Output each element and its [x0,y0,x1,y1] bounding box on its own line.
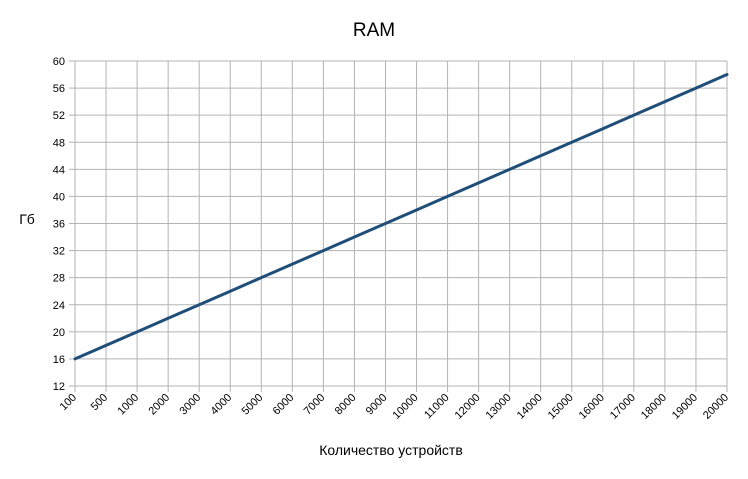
x-tick-label: 500 [89,392,110,413]
x-tick-label: 9000 [364,392,390,418]
y-axis-label: Гб [19,211,35,227]
x-tick-label: 100 [58,392,79,413]
y-tick-label: 52 [53,110,65,122]
x-tick-label: 1000 [115,392,141,418]
x-tick-label: 18000 [639,392,669,422]
x-tick-label: 8000 [333,392,359,418]
y-tick-label: 12 [53,381,65,393]
series-line-0 [73,73,729,361]
x-tick-label: 5000 [240,392,266,418]
x-tick-label: 4000 [209,392,235,418]
x-tick-label: 12000 [453,392,483,422]
x-axis-label: Количество устройств [319,442,463,458]
text-layer: RAM Количество устройств Гб 12 16 20 24 28 32… [19,20,731,458]
y-tick-label: 24 [53,300,65,312]
x-tick-label: 7000 [302,392,328,418]
x-tick-label: 14000 [515,392,545,422]
y-tick-label: 36 [53,219,65,231]
y-tick-label: 32 [53,246,65,258]
x-tick-label: 11000 [422,392,452,422]
x-tick-label: 20000 [701,392,731,422]
y-tick-label: 56 [53,83,65,95]
y-tick-label: 48 [53,137,65,149]
chart-title: RAM [353,20,395,41]
x-tick-label: 17000 [608,392,638,422]
axis-layer [69,60,728,392]
y-tick-label: 28 [53,273,65,285]
y-tick-label: 20 [53,327,65,339]
y-tick-label: 16 [53,354,65,366]
x-tick-label: 13000 [484,392,514,422]
grid-layer [74,60,728,387]
series-layer [73,73,729,361]
x-tick-label: 19000 [670,392,700,422]
y-tick-label: 40 [53,191,65,203]
x-tick-label: 10000 [391,392,421,422]
y-tick-label: 44 [53,164,65,176]
x-tick-label: 6000 [271,392,297,418]
y-tick-label: 60 [53,56,65,68]
x-tick-label: 2000 [146,392,172,418]
x-tick-label: 15000 [546,392,576,422]
x-tick-label: 16000 [577,392,607,422]
x-tick-label: 3000 [178,392,204,418]
